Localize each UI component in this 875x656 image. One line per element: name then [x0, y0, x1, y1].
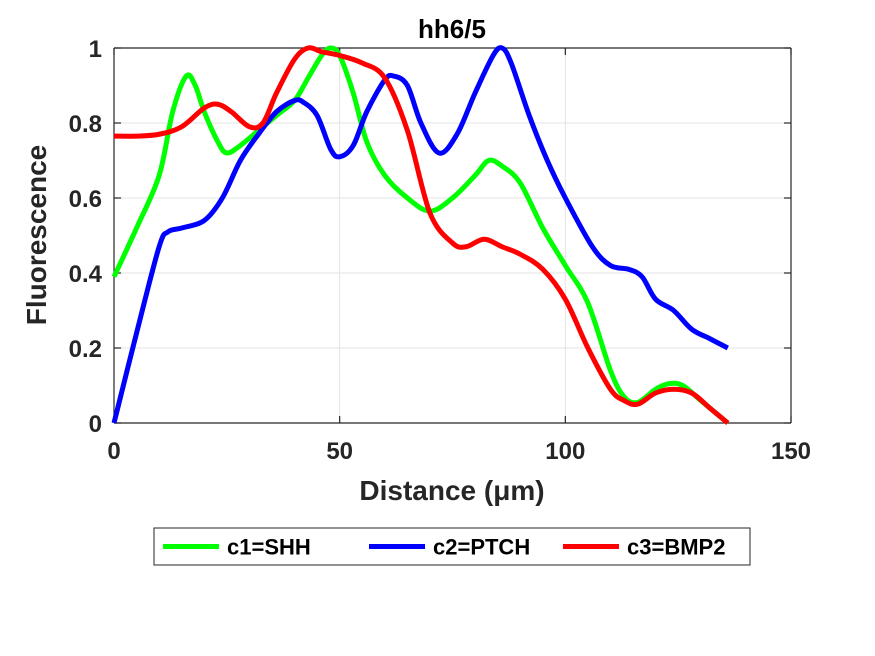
y-tick-label: 0.8: [69, 111, 102, 138]
series-line-2: [111, 45, 729, 424]
legend-label-2: c2=PTCH: [433, 535, 530, 560]
legend-box: [153, 527, 751, 566]
x-tick-label: 0: [107, 438, 120, 465]
series-lines: [111, 45, 730, 425]
y-tick-label: 0.6: [69, 186, 102, 213]
x-tick-label: 50: [326, 438, 353, 465]
x-axis-ticks: 0 50 100 150: [107, 48, 811, 465]
y-tick-label: 0.2: [69, 336, 102, 363]
legend-label-1: c1=SHH: [227, 535, 311, 560]
y-tick-label: 1: [89, 36, 102, 63]
y-axis-label: Fluorescence: [21, 145, 52, 326]
x-tick-label: 150: [771, 438, 811, 465]
legend: c1=SHH c2=PTCH c3=BMP2: [153, 527, 751, 566]
series-line-1: [111, 45, 730, 425]
series-line-3: [113, 45, 730, 425]
chart-title: hh6/5: [418, 14, 486, 44]
y-tick-label: 0.4: [69, 261, 103, 288]
x-axis-label: Distance (μm): [359, 475, 544, 506]
axes-box: [113, 47, 792, 424]
legend-label-3: c3=BMP2: [627, 535, 725, 560]
grid-lines: [114, 48, 791, 423]
x-tick-label: 100: [545, 438, 585, 465]
y-axis-ticks: 0 0.2 0.4 0.6 0.8 1: [69, 36, 791, 438]
y-tick-label: 0: [89, 411, 102, 438]
